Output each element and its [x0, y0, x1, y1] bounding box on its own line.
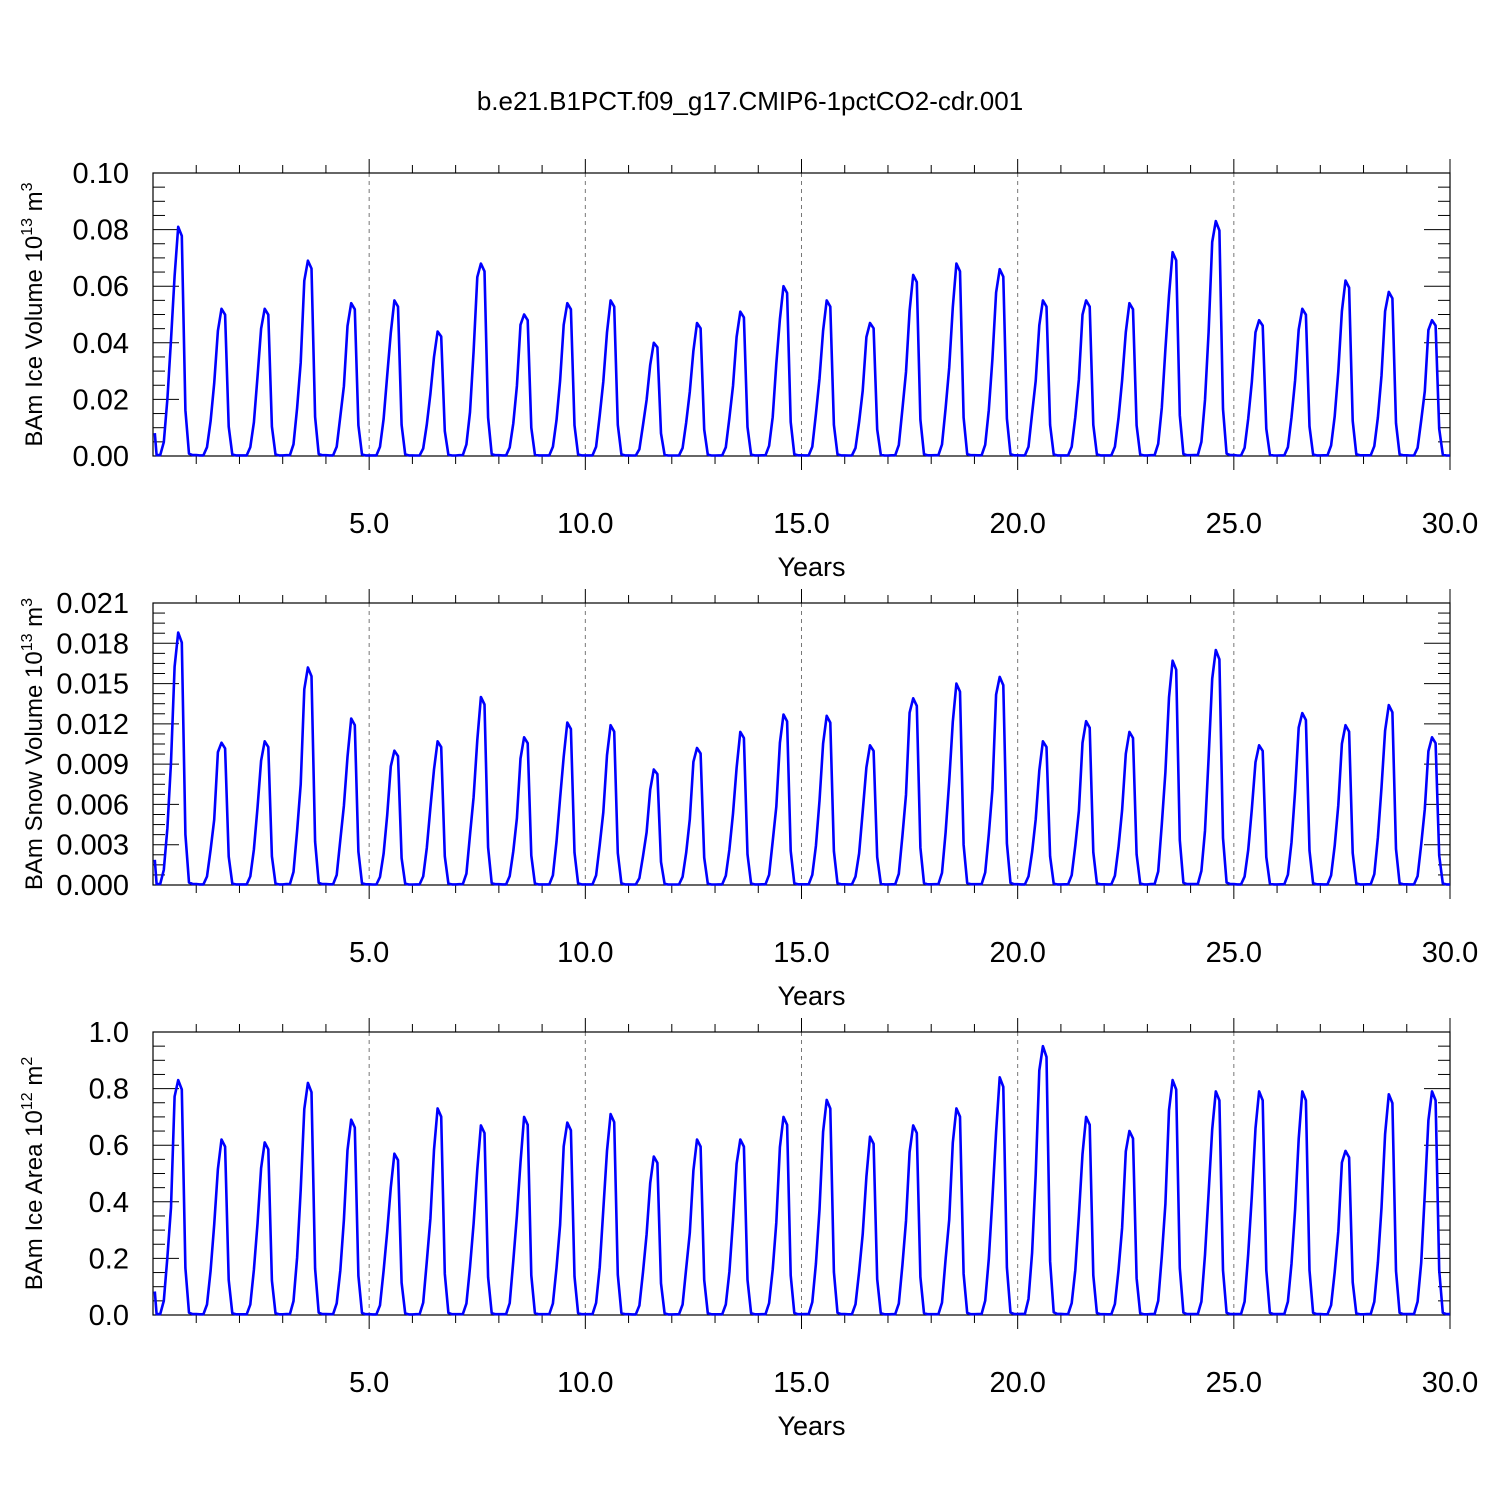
x-tick-label: 10.0	[557, 937, 613, 969]
y-axis-label-text: m	[21, 191, 48, 218]
x-tick-label: 30.0	[1422, 937, 1478, 969]
x-tick-label: 30.0	[1422, 508, 1478, 540]
y-axis-label: BAm Snow Volume 1013 m3	[19, 598, 48, 890]
x-tick-label: 25.0	[1206, 508, 1262, 540]
y-tick-label: 0.003	[56, 830, 129, 862]
x-tick-label: 20.0	[989, 508, 1045, 540]
y-axis-label-text: BAm Snow Volume 10	[21, 651, 48, 890]
x-tick-label: 15.0	[773, 937, 829, 969]
x-axis-label: Years	[777, 1411, 845, 1441]
y-tick-label: 0.00	[73, 441, 129, 473]
series-line	[153, 219, 1450, 457]
x-axis-label: Years	[777, 552, 845, 582]
y-tick-label: 0.06	[73, 271, 129, 303]
y-axis-label-superscript: 3	[19, 182, 36, 191]
series-line	[153, 631, 1450, 886]
y-tick-label: 0.08	[73, 215, 129, 247]
y-axis-label-text: m	[21, 607, 48, 634]
y-tick-label: 0.8	[89, 1074, 129, 1106]
y-axis-label-superscript: 13	[19, 633, 36, 651]
y-tick-label: 0.015	[56, 669, 129, 701]
y-tick-label: 0.02	[73, 384, 129, 416]
y-axis-label-superscript: 2	[19, 1057, 36, 1066]
y-axis-label-text: m	[21, 1066, 48, 1093]
panel-2: 5.0 10.0 15.0 20.0 25.0 30.0 0.000 0.003 0.006 0.…	[19, 588, 1478, 1011]
y-tick-label: 0.10	[73, 158, 129, 190]
y-tick-label: 0.000	[56, 870, 129, 902]
x-tick-label: 20.0	[989, 1367, 1045, 1399]
y-tick-label: 0.2	[89, 1243, 129, 1275]
y-tick-label: 1.0	[89, 1017, 129, 1049]
y-axis-label-superscript: 12	[19, 1092, 36, 1110]
y-axis-label: BAm Ice Area 1012 m2	[19, 1057, 48, 1291]
panel-3: 5.0 10.0 15.0 20.0 25.0 30.0 0.0 0.2 0.4 0.6 0.8 1.…	[19, 1017, 1478, 1441]
y-axis-label-superscript: 3	[19, 598, 36, 607]
x-tick-label: 15.0	[773, 508, 829, 540]
y-tick-label: 0.021	[56, 588, 129, 620]
y-tick-label: 0.009	[56, 749, 129, 781]
x-tick-label: 15.0	[773, 1367, 829, 1399]
x-tick-label: 25.0	[1206, 937, 1262, 969]
y-axis-label-text: BAm Ice Area 10	[21, 1110, 48, 1290]
y-tick-label: 0.04	[73, 328, 129, 360]
y-axis-label-text: BAm Ice Volume 10	[21, 236, 48, 447]
y-tick-label: 0.012	[56, 709, 129, 741]
y-tick-label: 0.0	[89, 1300, 129, 1332]
y-axis-label-superscript: 13	[19, 218, 36, 236]
x-tick-label: 10.0	[557, 1367, 613, 1399]
y-tick-label: 0.006	[56, 789, 129, 821]
x-tick-label: 20.0	[989, 937, 1045, 969]
x-tick-label: 5.0	[349, 1367, 389, 1399]
x-tick-label: 10.0	[557, 508, 613, 540]
x-axis-label: Years	[777, 981, 845, 1011]
y-axis-label: BAm Ice Volume 1013 m3	[19, 182, 48, 446]
x-tick-label: 5.0	[349, 508, 389, 540]
series-line	[153, 1044, 1450, 1316]
y-tick-label: 0.4	[89, 1187, 129, 1219]
panel-1: 5.0 10.0 15.0 20.0 25.0 30.0 0.00 0.02 0.04 0.06 0…	[19, 158, 1478, 582]
y-tick-label: 0.018	[56, 628, 129, 660]
y-tick-label: 0.6	[89, 1130, 129, 1162]
x-tick-label: 5.0	[349, 937, 389, 969]
x-tick-label: 30.0	[1422, 1367, 1478, 1399]
figure-title: b.e21.B1PCT.f09_g17.CMIP6-1pctCO2-cdr.00…	[477, 86, 1023, 116]
x-tick-label: 25.0	[1206, 1367, 1262, 1399]
